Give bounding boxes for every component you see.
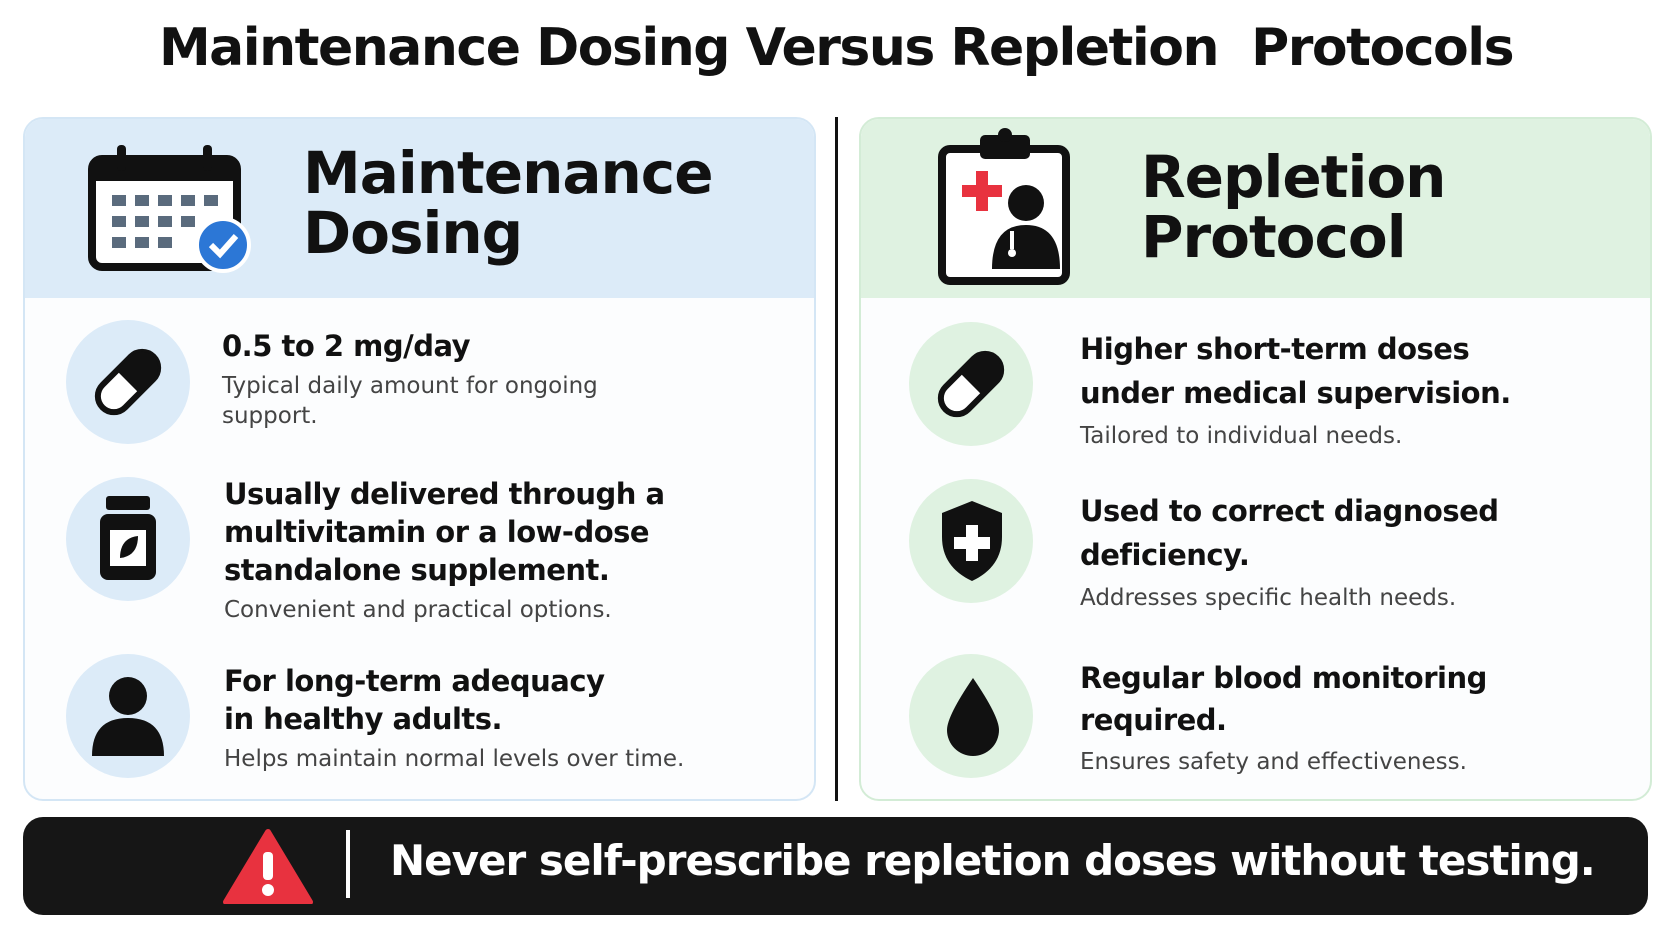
bottle-icon [100, 496, 156, 580]
item: For long-term adequacy in healthy adults… [224, 662, 784, 774]
maintenance-panel: Maintenance Dosing 0.5 to 2 mg/day Typic… [23, 117, 816, 801]
item-title: Used to correct diagnosed deficiency. [1080, 494, 1499, 572]
item-title: 0.5 to 2 mg/day [222, 329, 471, 363]
item: 0.5 to 2 mg/day Typical daily amount for… [222, 327, 762, 431]
item-description: Ensures safety and effectiveness. [1080, 749, 1467, 775]
item-description: Typical daily amount for ongoing support… [222, 373, 598, 429]
item-title: For long-term adequacy in healthy adults… [224, 664, 605, 736]
pill-icon [937, 350, 1005, 418]
item: Higher short-term doses under medical su… [1080, 327, 1550, 451]
shield-icon [942, 501, 1002, 581]
separator [346, 830, 350, 898]
item: Used to correct diagnosed deficiency. Ad… [1080, 489, 1550, 613]
item-icon-bg [66, 654, 190, 778]
warning-text: Never self-prescribe repletion doses wit… [390, 836, 1596, 885]
item-title: Regular blood monitoring required. [1080, 661, 1487, 737]
item-description: Helps maintain normal levels over time. [224, 746, 685, 772]
item: Regular blood monitoring required. Ensur… [1080, 657, 1550, 777]
item-description: Tailored to individual needs. [1080, 423, 1403, 449]
drop-icon [947, 678, 999, 756]
panel-heading: Maintenance Dosing [303, 139, 714, 267]
repletion-panel: Repletion Protocol Higher short-term dos… [859, 117, 1652, 801]
item-description: Addresses specific health needs. [1080, 585, 1457, 611]
clipboard-icon [938, 128, 1070, 285]
item-description: Convenient and practical options. [224, 597, 612, 623]
item: Usually delivered through a multivitamin… [224, 475, 784, 625]
item-title: Higher short-term doses under medical su… [1080, 332, 1511, 410]
item-title: Usually delivered through a multivitamin… [224, 477, 665, 587]
page-title: Maintenance Dosing Versus Repletion Prot… [158, 18, 1515, 78]
panel-heading: Repletion Protocol [1141, 143, 1446, 271]
person-icon [92, 677, 164, 756]
divider [835, 117, 838, 801]
calendar-icon [88, 145, 251, 273]
warning-icon [223, 829, 313, 904]
pill-icon [94, 348, 162, 416]
